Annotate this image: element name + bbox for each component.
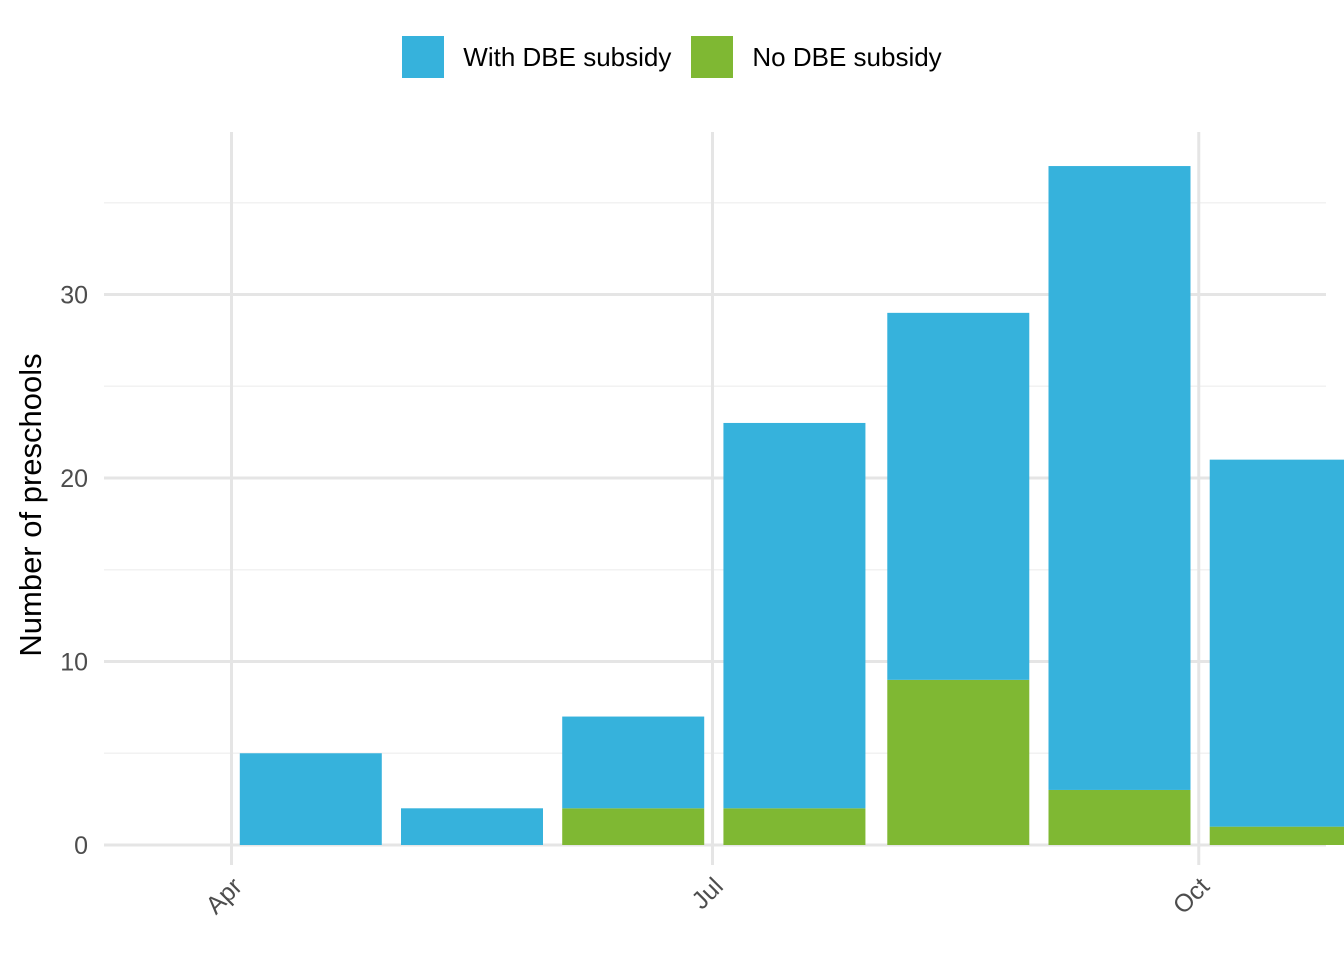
x-tick-label: Oct — [1168, 872, 1215, 919]
legend-swatch-no-dbe-subsidy — [691, 36, 734, 78]
bar-no-dbe-subsidy — [562, 808, 705, 845]
bar-with-dbe-subsidy — [723, 422, 866, 809]
bar-no-dbe-subsidy — [887, 679, 1030, 845]
y-tick-label: 30 — [60, 282, 88, 310]
x-tick-label: Jul — [686, 872, 728, 914]
bar-no-dbe-subsidy — [1209, 826, 1344, 845]
bar-no-dbe-subsidy — [1048, 789, 1191, 845]
legend-label-no-dbe-subsidy: No DBE subsidy — [752, 41, 942, 72]
y-tick-label: 0 — [74, 832, 88, 860]
bar-with-dbe-subsidy — [1048, 166, 1191, 790]
legend-item-with-dbe-subsidy: With DBE subsidy — [402, 36, 671, 78]
x-axis-ticks: Apr Jul Oct — [200, 872, 1215, 919]
bar-no-dbe-subsidy — [723, 808, 866, 845]
legend-item-no-dbe-subsidy: No DBE subsidy — [691, 36, 942, 78]
bar-with-dbe-subsidy — [887, 312, 1030, 680]
bar-with-dbe-subsidy — [401, 808, 543, 845]
legend-label-with-dbe-subsidy: With DBE subsidy — [463, 41, 672, 72]
y-tick-label: 10 — [60, 649, 88, 677]
bars — [239, 166, 1344, 845]
legend-swatch-with-dbe-subsidy — [402, 36, 445, 78]
y-axis-ticks: 0 10 20 30 — [60, 282, 88, 861]
bar-with-dbe-subsidy — [239, 753, 382, 845]
legend: With DBE subsidy No DBE subsidy — [0, 36, 1344, 78]
y-tick-label: 20 — [60, 465, 88, 493]
bar-with-dbe-subsidy — [562, 716, 705, 809]
x-tick-label: Apr — [200, 872, 247, 919]
bar-with-dbe-subsidy — [1209, 459, 1344, 827]
